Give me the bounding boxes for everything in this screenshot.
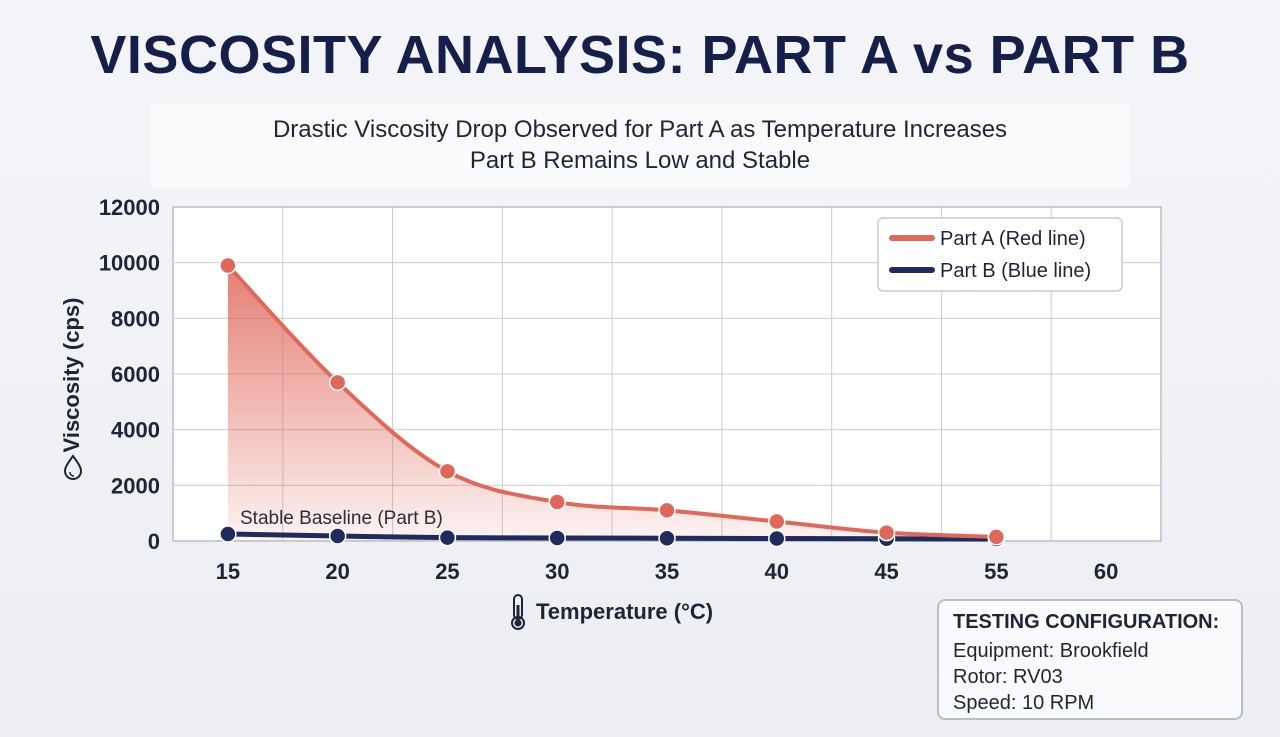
x-tick-label: 45	[874, 559, 898, 584]
legend-box	[877, 217, 1123, 292]
y-axis-ticks: 0 2000 4000 6000 8000 10000 12000	[99, 195, 160, 554]
droplet-icon	[63, 454, 83, 481]
legend: Part A (Red line) Part B (Blue line)	[877, 217, 1123, 292]
chart-subtitle-line-1: Drastic Viscosity Drop Observed for Part…	[272, 116, 1008, 143]
part-b-data-point	[328, 527, 347, 545]
x-axis-label: Temperature (°C)	[536, 599, 714, 624]
y-axis-label-group: Viscosity (cps)	[59, 298, 84, 453]
part-a-data-point	[438, 462, 457, 481]
x-tick-label: 35	[655, 559, 679, 584]
chart-subtitle-line-2: Part B Remains Low and Stable	[469, 147, 811, 174]
x-tick-label: 60	[1094, 559, 1118, 584]
part-a-data-point	[658, 501, 676, 520]
config-rotor: Rotor: RV03	[953, 666, 1063, 688]
part-b-data-point	[768, 529, 786, 548]
x-tick-label: 20	[325, 559, 349, 584]
config-equipment: Equipment: Brookfield	[953, 640, 1149, 662]
part-a-data-point	[548, 493, 566, 511]
part-b-line	[225, 531, 999, 542]
y-tick-label: 0	[148, 529, 160, 554]
x-axis-label-group: Temperature (°C)	[508, 592, 713, 632]
y-tick-label: 8000	[111, 306, 160, 331]
x-tick-label: 30	[545, 559, 569, 584]
x-tick-label: 15	[216, 559, 240, 584]
y-tick-label: 12000	[99, 195, 160, 220]
y-tick-label: 6000	[111, 362, 160, 387]
part-a-data-point	[877, 523, 896, 542]
part-a-data-point	[219, 256, 237, 275]
legend-label-part-a: Part A (Red line)	[940, 228, 1086, 250]
y-axis-label: Viscosity (cps)	[59, 298, 84, 453]
legend-label-part-b: Part B (Blue line)	[940, 260, 1091, 282]
part-a-data-point	[768, 512, 786, 531]
subtitle-band	[150, 104, 1130, 188]
part-b-data-point	[548, 529, 566, 547]
y-tick-label: 10000	[99, 251, 160, 276]
part-a-data-point	[987, 528, 1006, 546]
config-speed: Speed: 10 RPM	[953, 692, 1095, 714]
part-b-data-point	[658, 529, 676, 547]
x-tick-label: 25	[435, 559, 459, 584]
part-b-data-point	[438, 528, 457, 547]
x-tick-label: 40	[765, 559, 789, 584]
part-b-data-point	[219, 525, 237, 543]
x-tick-label: 55	[984, 559, 1008, 584]
part-a-area	[227, 265, 997, 541]
config-title: TESTING CONFIGURATION:	[953, 611, 1220, 633]
part-a-data-point	[328, 373, 347, 392]
chart-title: VISCOSITY ANALYSIS: PART A vs PART B	[90, 25, 1190, 85]
x-axis-ticks: 15 20 25 30 35 40 45 55 60	[216, 559, 1119, 584]
part-a-points	[219, 256, 1006, 546]
testing-configuration-box: TESTING CONFIGURATION: Equipment: Brookf…	[937, 599, 1243, 720]
thermometer-icon	[511, 594, 525, 630]
y-tick-label: 2000	[111, 473, 160, 498]
stable-baseline-annotation: Stable Baseline (Part B)	[240, 508, 443, 529]
y-tick-label: 4000	[111, 418, 160, 443]
